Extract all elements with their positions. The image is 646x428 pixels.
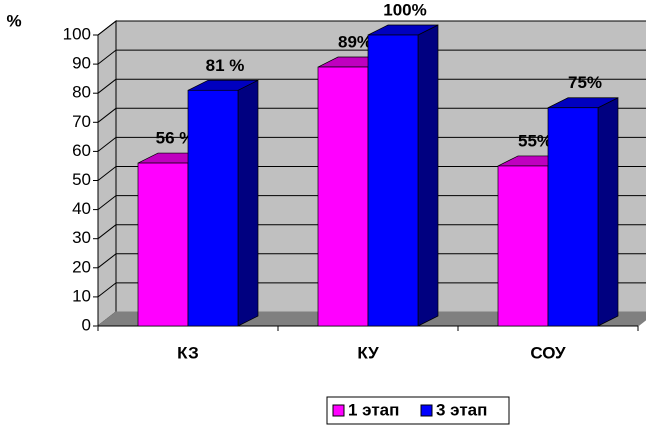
y-tick-label: 90 [72, 54, 91, 73]
bar [137, 162, 189, 327]
y-tick-label: 50 [72, 170, 91, 189]
legend-label: 1 этап [348, 400, 399, 419]
y-tick-label: 80 [72, 83, 91, 102]
y-tick-label: 40 [72, 199, 91, 218]
grid-line-side [97, 137, 117, 152]
legend-swatch [420, 404, 433, 417]
grid-line-side [97, 49, 117, 65]
bar [547, 107, 599, 327]
grid-line-side [97, 78, 117, 94]
legend-box [326, 396, 510, 425]
y-tick-label: 30 [72, 228, 91, 247]
legend: 1 этап 3 этап [326, 396, 510, 425]
value-label: 81 % [206, 56, 245, 75]
value-label: 75% [568, 73, 602, 92]
y-tick-label: 20 [72, 257, 91, 276]
y-tick-label: 70 [72, 112, 91, 131]
bar [317, 66, 369, 327]
grid-line-side [97, 166, 117, 181]
grid-line-side [97, 195, 117, 210]
value-label: 55% [518, 131, 552, 150]
y-tick-label: 60 [72, 141, 91, 160]
y-tick-label: 100 [63, 24, 91, 43]
bar-side [237, 79, 259, 327]
bar [187, 89, 239, 327]
grid-line-side [97, 224, 117, 240]
grid-line-side [97, 282, 117, 298]
x-tick-label: СОУ [530, 343, 566, 362]
bar-side [597, 97, 619, 327]
y-tick-label: 0 [82, 315, 91, 334]
bar [367, 34, 419, 327]
value-label: 56 % [156, 129, 195, 148]
grid-line-side [97, 253, 117, 269]
grid-line-side [97, 20, 117, 36]
legend-swatch [332, 404, 345, 417]
bar [497, 165, 549, 327]
bar-side [417, 24, 439, 327]
y-axis-label: % [6, 11, 21, 30]
x-tick-label: КУ [357, 343, 379, 362]
value-label: 89% [338, 32, 372, 51]
x-tick-label: КЗ [177, 343, 199, 362]
value-label: 100% [383, 0, 426, 19]
y-tick-label: 10 [72, 286, 91, 305]
legend-label: 3 этап [436, 400, 487, 419]
grid-line-side [97, 107, 117, 123]
